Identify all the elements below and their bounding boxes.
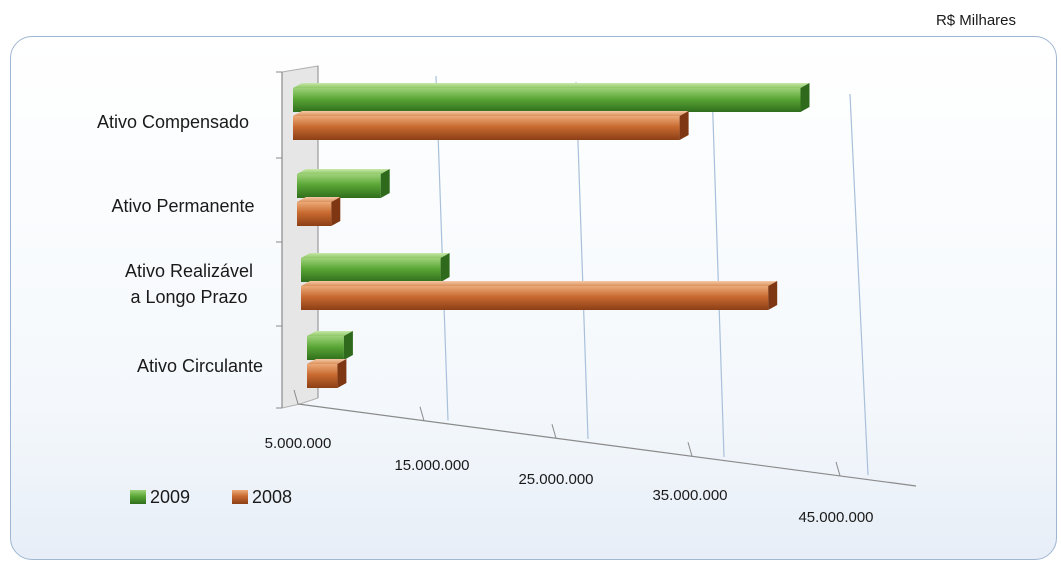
bar-front-face <box>307 364 338 388</box>
category-label: Ativo Permanente <box>111 196 254 216</box>
x-axis-line <box>297 403 917 487</box>
bar-front-face <box>307 336 344 360</box>
bar-end-face <box>800 83 810 112</box>
legend-item-2009: 2009 <box>130 487 190 507</box>
legend-swatch <box>130 490 146 504</box>
bar-end-face <box>768 281 778 310</box>
bar-top-face <box>293 111 689 116</box>
x-tick <box>835 461 841 477</box>
bar-front-face <box>293 116 680 140</box>
labels: 5.000.000 15.000.000 25.000.000 35.000.000 4… <box>97 112 874 526</box>
bar-front-face <box>301 258 441 282</box>
bar-2009-0 <box>293 83 810 112</box>
x-tick-label: 25.000.000 <box>518 471 593 488</box>
legend-item-2008: 2008 <box>232 487 292 507</box>
legend-swatch <box>232 490 248 504</box>
bar-front-face <box>293 88 801 112</box>
bar-top-face <box>307 359 347 364</box>
x-tick <box>687 442 693 457</box>
bar-top-face <box>301 253 450 258</box>
bar-front-face <box>297 174 381 198</box>
bar-top-face <box>307 331 353 336</box>
bar-2008-1 <box>297 197 341 226</box>
bar-end-face <box>343 331 353 360</box>
x-tick <box>551 424 557 439</box>
bar-2008-2 <box>301 281 778 310</box>
bar-2008-3 <box>307 359 347 388</box>
bar-end-face <box>440 253 450 282</box>
gridline <box>575 81 589 439</box>
bar-top-face <box>293 83 810 88</box>
bar-end-face <box>679 111 689 140</box>
x-tick-label: 15.000.000 <box>394 457 469 474</box>
axes <box>276 71 917 487</box>
bar-2009-1 <box>297 169 390 198</box>
bars <box>293 83 810 388</box>
bar-top-face <box>301 281 778 286</box>
x-tick <box>419 406 425 421</box>
unit-label: R$ Milhares <box>935 12 1016 29</box>
category-label: Ativo Realizável a Longo Prazo <box>125 261 253 307</box>
category-label: Ativo Compensado <box>97 112 249 132</box>
bar-end-face <box>380 169 390 198</box>
bar-end-face <box>337 359 347 388</box>
bar-top-face <box>297 169 390 174</box>
bar-2008-0 <box>293 111 689 140</box>
x-tick <box>293 389 299 405</box>
x-tick-label: 35.000.000 <box>652 487 727 504</box>
x-tick-label: 5.000.000 <box>265 435 332 452</box>
legend: 2009 2008 <box>130 487 292 507</box>
bar-2009-2 <box>301 253 450 282</box>
bar-top-face <box>297 197 341 202</box>
bar-front-face <box>297 202 332 226</box>
x-tick-label: 45.000.000 <box>798 509 873 526</box>
gridline <box>711 87 725 457</box>
bar-2009-3 <box>307 331 353 360</box>
bar-front-face <box>301 286 769 310</box>
legend-label: 2008 <box>252 487 292 507</box>
legend-label: 2009 <box>150 487 190 507</box>
gridline <box>849 93 869 476</box>
bar-end-face <box>331 197 341 226</box>
category-label: Ativo Circulante <box>137 356 263 376</box>
